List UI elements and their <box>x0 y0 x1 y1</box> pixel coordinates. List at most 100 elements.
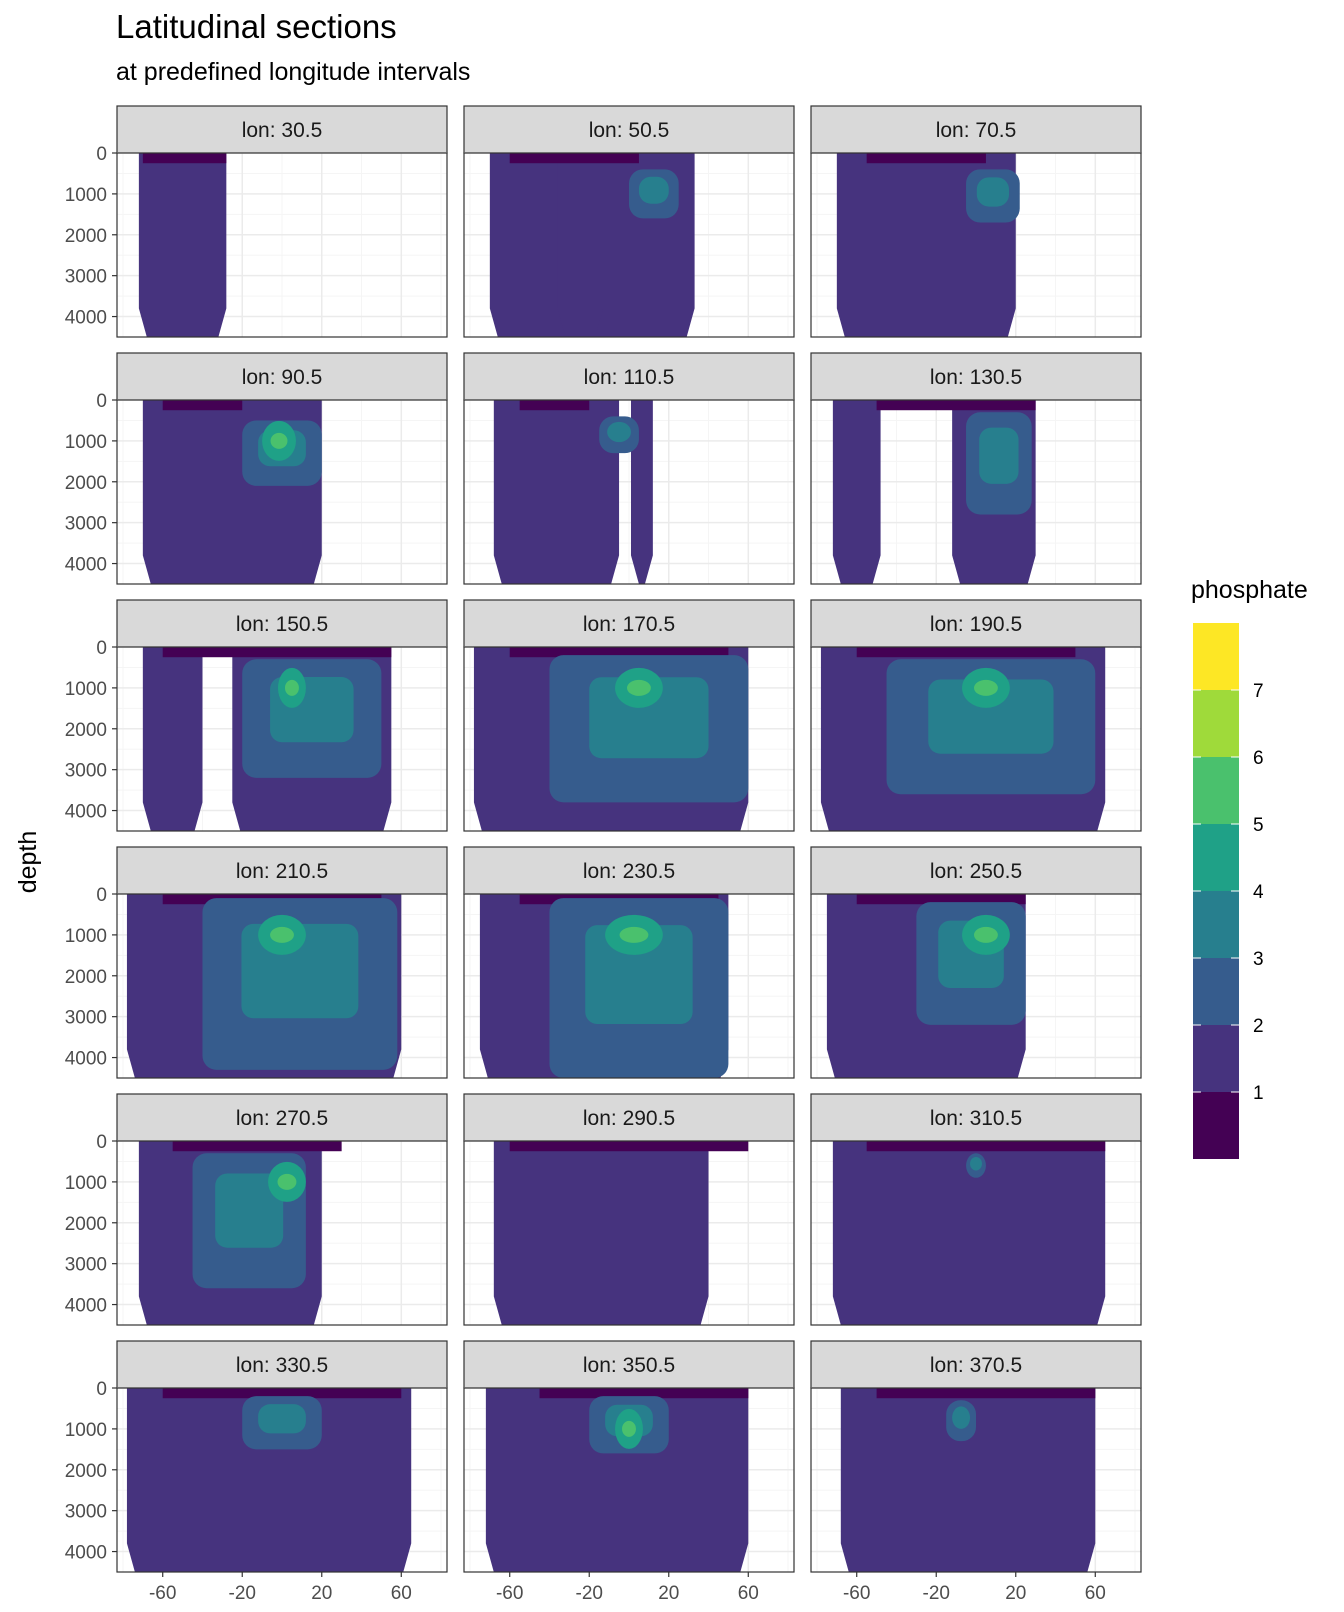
y-tick-label: 4000 <box>65 308 107 329</box>
facet-strip-label: lon: 70.5 <box>936 119 1017 142</box>
panel-border <box>463 1140 795 1326</box>
phosphate-peak <box>622 1420 636 1437</box>
chart-title: Latitudinal sections <box>116 8 397 45</box>
panel-border <box>810 1140 1142 1326</box>
section-surface-layer <box>866 153 986 164</box>
facet-strip <box>810 1093 1142 1142</box>
facet-strip-label: lon: 210.5 <box>236 860 328 883</box>
x-tick-label: 20 <box>658 1583 679 1604</box>
facet-strip <box>116 1340 448 1389</box>
section-surface-layer <box>866 1141 1106 1152</box>
x-tick-label: 20 <box>1005 1583 1026 1604</box>
facet-strip-label: lon: 350.5 <box>583 1354 675 1377</box>
section-surface-layer <box>856 647 1076 658</box>
facet-strip <box>116 1093 448 1142</box>
y-tick-label: 1000 <box>65 926 107 947</box>
facet-panel: lon: 230.5 <box>463 846 795 1079</box>
y-tick-label: 0 <box>96 391 107 412</box>
y-tick-label: 0 <box>96 144 107 165</box>
section-surface-layer <box>876 400 1036 411</box>
phosphate-peak <box>284 679 299 696</box>
section-inner-core <box>979 427 1019 484</box>
y-tick-label: 4000 <box>65 802 107 823</box>
facet-strip <box>810 599 1142 648</box>
x-tick-label: 60 <box>738 1583 759 1604</box>
section-deep-water <box>832 400 881 584</box>
facet-strip <box>810 105 1142 154</box>
section-deep-water <box>557 153 604 337</box>
facet-strip-label: lon: 330.5 <box>236 1354 328 1377</box>
facet-panel: lon: 90.5 0 1000 2000 3000 4000 <box>65 352 448 585</box>
section-deep-water <box>840 1388 1096 1572</box>
section-inner-core <box>970 1156 982 1171</box>
y-tick-label: 3000 <box>65 267 107 288</box>
legend-label: 1 <box>1253 1083 1264 1104</box>
y-tick-label: 0 <box>96 1132 107 1153</box>
x-tick-label: -20 <box>229 1583 256 1604</box>
y-tick-label: 2000 <box>65 226 107 247</box>
y-axis-title: depth <box>14 831 42 894</box>
phosphate-peak <box>619 926 649 943</box>
facet-panel: lon: 150.5 0 1000 2000 3000 4000 <box>65 599 448 832</box>
legend-label: 6 <box>1253 748 1264 769</box>
y-tick-label: 0 <box>96 1379 107 1400</box>
panel-border <box>116 646 448 832</box>
facet-strip-label: lon: 310.5 <box>930 1107 1022 1130</box>
section-surface-layer <box>509 647 729 658</box>
y-tick-label: 2000 <box>65 473 107 494</box>
facet-strip-label: lon: 190.5 <box>930 613 1022 636</box>
legend-color-band <box>1193 824 1239 891</box>
section-surface-layer <box>162 647 392 658</box>
panel-border <box>463 893 795 1079</box>
legend-title: phosphate <box>1191 576 1308 604</box>
facet-panel: lon: 290.5 <box>463 1093 795 1326</box>
facet-panel: lon: 70.5 <box>810 105 1142 338</box>
legend-color-band <box>1193 1025 1239 1092</box>
y-tick-label: 1000 <box>65 1173 107 1194</box>
y-tick-label: 4000 <box>65 1296 107 1317</box>
facet-strip-label: lon: 270.5 <box>236 1107 328 1130</box>
legend-label: 3 <box>1253 949 1264 970</box>
facet-panel: lon: 330.5 0 1000 2000 3000 4000 -60 -20 20 60 <box>65 1340 448 1604</box>
y-tick-label: 0 <box>96 885 107 906</box>
facet-strip-label: lon: 30.5 <box>242 119 323 142</box>
y-tick-label: 1000 <box>65 432 107 453</box>
section-surface-layer <box>162 1388 402 1399</box>
y-tick-label: 1000 <box>65 1420 107 1441</box>
section-deep-water <box>493 1141 709 1325</box>
legend-color-band <box>1193 690 1239 757</box>
facet-strip-label: lon: 150.5 <box>236 613 328 636</box>
facet-panel: lon: 190.5 <box>810 599 1142 832</box>
section-deep-water <box>493 400 620 584</box>
section-surface-layer <box>519 400 590 411</box>
section-surface-layer <box>876 1388 1096 1399</box>
facet-strip <box>810 352 1142 401</box>
section-surface-layer <box>142 153 227 164</box>
y-tick-label: 3000 <box>65 1008 107 1029</box>
facet-strip <box>116 846 448 895</box>
panel-border <box>810 646 1142 832</box>
section-inner-core <box>976 177 1009 207</box>
facet-strip <box>116 352 448 401</box>
phosphate-peak <box>270 432 288 449</box>
legend-label: 5 <box>1253 815 1264 836</box>
y-tick-label: 3000 <box>65 1502 107 1523</box>
facet-strip-label: lon: 170.5 <box>583 613 675 636</box>
panel-border <box>810 399 1142 585</box>
panel-border <box>810 152 1142 338</box>
facet-strip-label: lon: 50.5 <box>589 119 670 142</box>
section-inner-core <box>638 176 669 204</box>
y-tick-label: 4000 <box>65 1543 107 1564</box>
phosphate-peak <box>270 926 294 943</box>
legend-color-band <box>1193 891 1239 958</box>
section-deep-water <box>138 153 227 337</box>
panel-border <box>116 893 448 1079</box>
panel-border <box>810 893 1142 1079</box>
panel-border <box>463 399 795 585</box>
panel-border <box>463 152 795 338</box>
section-deep-water <box>126 1388 412 1572</box>
y-tick-label: 3000 <box>65 761 107 782</box>
y-tick-label: 4000 <box>65 555 107 576</box>
facet-strip <box>116 599 448 648</box>
